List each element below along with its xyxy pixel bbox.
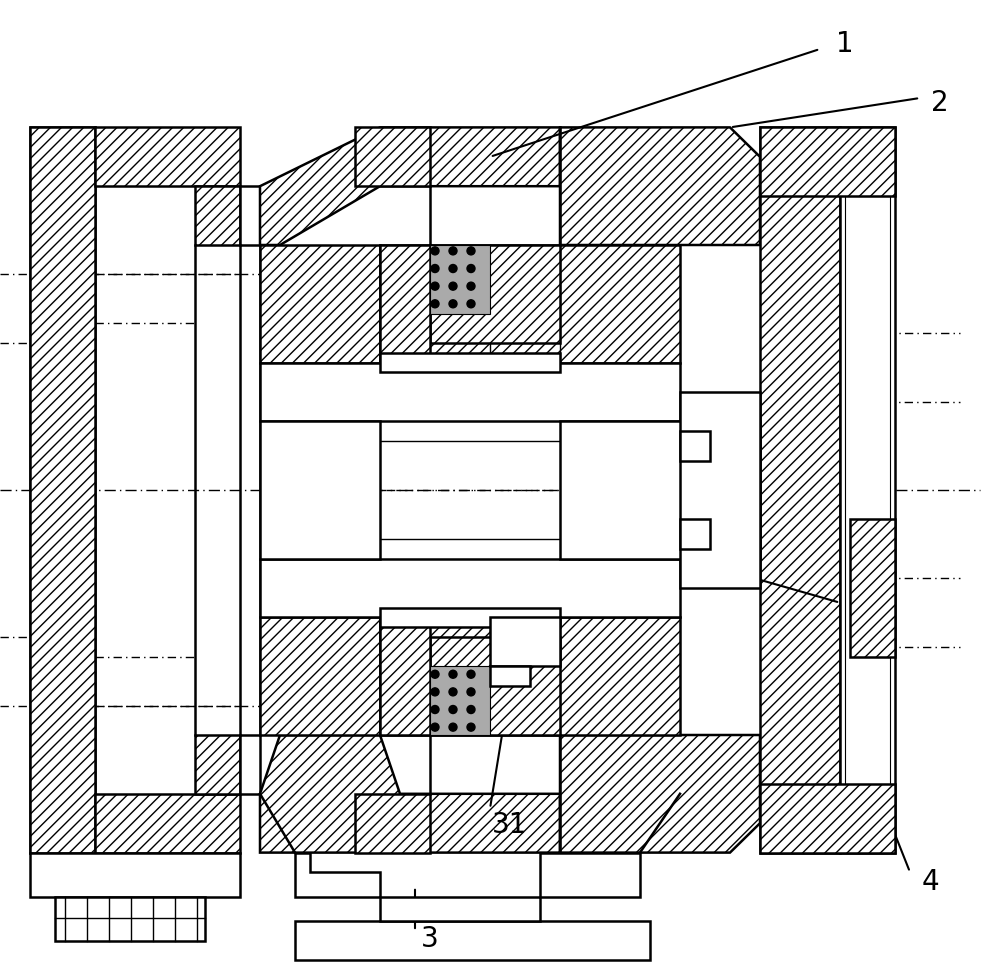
Polygon shape — [95, 794, 240, 853]
Polygon shape — [760, 127, 895, 196]
Polygon shape — [760, 784, 895, 853]
Polygon shape — [430, 245, 490, 314]
Polygon shape — [240, 186, 260, 245]
Polygon shape — [380, 245, 680, 363]
Polygon shape — [240, 735, 260, 794]
Text: 31: 31 — [492, 811, 528, 839]
Circle shape — [449, 300, 457, 308]
Polygon shape — [560, 735, 760, 853]
Circle shape — [431, 723, 439, 731]
Circle shape — [449, 282, 457, 290]
Circle shape — [431, 706, 439, 713]
Polygon shape — [680, 431, 710, 461]
Polygon shape — [260, 245, 380, 363]
Polygon shape — [355, 794, 430, 853]
Polygon shape — [260, 421, 380, 559]
Polygon shape — [430, 245, 560, 343]
Circle shape — [467, 723, 475, 731]
Polygon shape — [30, 853, 240, 897]
Polygon shape — [840, 127, 895, 853]
Polygon shape — [490, 617, 560, 666]
Polygon shape — [380, 617, 680, 735]
Circle shape — [467, 247, 475, 255]
Circle shape — [467, 688, 475, 696]
Polygon shape — [260, 617, 380, 735]
Polygon shape — [260, 127, 560, 245]
Polygon shape — [850, 519, 895, 657]
Polygon shape — [55, 897, 205, 941]
Polygon shape — [295, 853, 380, 897]
Circle shape — [431, 670, 439, 678]
Polygon shape — [195, 735, 240, 794]
Polygon shape — [30, 127, 95, 853]
Polygon shape — [260, 363, 680, 421]
Polygon shape — [540, 853, 640, 897]
Polygon shape — [845, 132, 890, 848]
Polygon shape — [95, 127, 240, 186]
Polygon shape — [260, 559, 680, 617]
Polygon shape — [355, 127, 430, 186]
Polygon shape — [680, 392, 760, 588]
Circle shape — [431, 688, 439, 696]
Circle shape — [449, 723, 457, 731]
Circle shape — [467, 300, 475, 308]
Polygon shape — [380, 897, 540, 921]
Polygon shape — [380, 617, 430, 735]
Polygon shape — [380, 245, 430, 363]
Polygon shape — [380, 353, 560, 372]
Polygon shape — [760, 127, 840, 853]
Polygon shape — [430, 666, 490, 735]
Text: 3: 3 — [421, 925, 439, 953]
Polygon shape — [560, 421, 760, 559]
Polygon shape — [380, 608, 560, 627]
Polygon shape — [490, 666, 530, 686]
Text: 431: 431 — [844, 594, 896, 621]
Circle shape — [431, 300, 439, 308]
Circle shape — [449, 247, 457, 255]
Polygon shape — [680, 519, 710, 549]
Circle shape — [449, 670, 457, 678]
Polygon shape — [260, 735, 560, 853]
Polygon shape — [430, 637, 560, 735]
Circle shape — [467, 706, 475, 713]
Text: 4: 4 — [921, 868, 939, 896]
Circle shape — [449, 706, 457, 713]
Polygon shape — [195, 186, 240, 245]
Text: 2: 2 — [931, 89, 949, 117]
Circle shape — [449, 688, 457, 696]
Polygon shape — [560, 127, 760, 245]
Polygon shape — [295, 921, 650, 960]
Circle shape — [467, 282, 475, 290]
Circle shape — [431, 265, 439, 272]
Circle shape — [467, 670, 475, 678]
Polygon shape — [30, 127, 95, 853]
Circle shape — [467, 265, 475, 272]
Circle shape — [449, 265, 457, 272]
Circle shape — [431, 282, 439, 290]
Circle shape — [431, 247, 439, 255]
Text: 1: 1 — [836, 30, 854, 58]
